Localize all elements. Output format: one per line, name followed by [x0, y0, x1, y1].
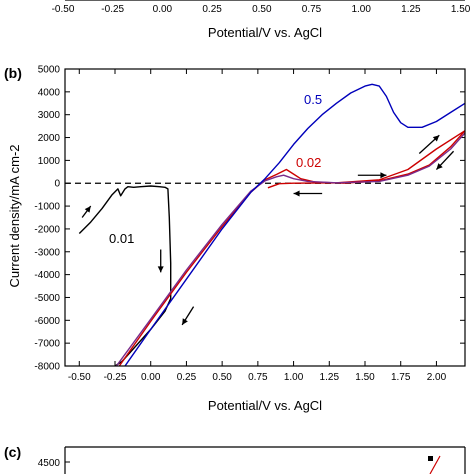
y-tick-label: -8000 — [34, 362, 60, 373]
x-axis-label: Potential/V vs. AgCl — [208, 398, 322, 413]
x-tick-label: 1.75 — [391, 372, 411, 383]
panel-a-x-tick-label: 0.25 — [202, 4, 222, 15]
y-tick-label: -3000 — [34, 247, 60, 258]
scan-direction-arrow-right — [357, 172, 387, 179]
series-label-0.02: 0.02 — [296, 155, 321, 170]
panel-c-y-tick-label: 4500 — [38, 458, 61, 469]
panel-a-x-axis-label: Potential/V vs. AgCl — [208, 25, 322, 40]
scan-direction-arrow-up — [81, 205, 92, 218]
series-line-0.02 — [118, 129, 465, 366]
y-tick-label: -5000 — [34, 293, 60, 304]
y-tick-label: -1000 — [34, 202, 60, 213]
scan-direction-arrow-down-left — [181, 306, 195, 326]
scan-direction-arrow-left — [293, 190, 323, 197]
plot-frame — [64, 68, 466, 367]
x-tick-label: 0.00 — [141, 372, 161, 383]
panel-b-label: (b) — [4, 65, 22, 81]
panel-a-x-tick-label: 1.25 — [401, 4, 421, 15]
y-tick-label: 0 — [54, 179, 60, 190]
panel-a-x-tick-label: -0.25 — [101, 4, 124, 15]
panel-b-plot: -0.50 -0.25 0.00 0.25 0.50 0.75 1.00 1.25 1.50 1.… — [34, 65, 466, 383]
series-line-0.5 — [124, 83, 465, 366]
scan-direction-arrow-up-right — [418, 134, 440, 155]
y-tick-label: 4000 — [38, 87, 61, 98]
panel-a-x-tick-label: 1.00 — [351, 4, 371, 15]
x-tick-label: -0.50 — [68, 372, 91, 383]
x-tick-label: 1.50 — [355, 372, 375, 383]
y-tick-label: 2000 — [38, 133, 61, 144]
panel-a-x-tick-label: 1.50 — [451, 4, 471, 15]
x-tick-label: 0.25 — [177, 372, 197, 383]
x-tick-label: 1.25 — [320, 372, 340, 383]
panel-c-label: (c) — [4, 444, 21, 460]
series-label-0.5: 0.5 — [304, 92, 322, 107]
series-label-0.01: 0.01 — [109, 231, 134, 246]
x-tick-label: 0.75 — [248, 372, 268, 383]
y-tick-label: -2000 — [34, 224, 60, 235]
y-tick-label: 1000 — [38, 156, 61, 167]
x-tick-label: -0.25 — [104, 372, 127, 383]
x-tick-label: 2.00 — [427, 372, 447, 383]
x-tick-label: 0.50 — [212, 372, 232, 383]
x-tick-label: 1.00 — [284, 372, 304, 383]
panel-a-x-tick-label: -0.50 — [52, 4, 75, 15]
y-tick-label: 3000 — [38, 110, 61, 121]
y-tick-label: 5000 — [38, 65, 61, 76]
panel-c-fragment: 4500 — [38, 446, 466, 474]
panel-a-fragment: -0.50-0.250.000.250.500.751.001.251.501.… — [52, 0, 471, 40]
y-tick-label: -6000 — [34, 316, 60, 327]
y-tick-label: -7000 — [34, 339, 60, 350]
scan-direction-arrow-down-left-2 — [435, 150, 455, 170]
series-line-purple — [115, 132, 465, 366]
series-line-0.01 — [78, 185, 172, 366]
panel-a-x-tick-label: 0.00 — [153, 4, 173, 15]
scan-direction-arrow-down — [157, 249, 164, 273]
y-tick-label: -4000 — [34, 270, 60, 281]
panel-a-x-tick-label: 0.75 — [302, 4, 322, 15]
panel-a-x-tick-label: 0.50 — [252, 4, 272, 15]
y-axis-label: Current density/mA cm-2 — [7, 144, 22, 287]
